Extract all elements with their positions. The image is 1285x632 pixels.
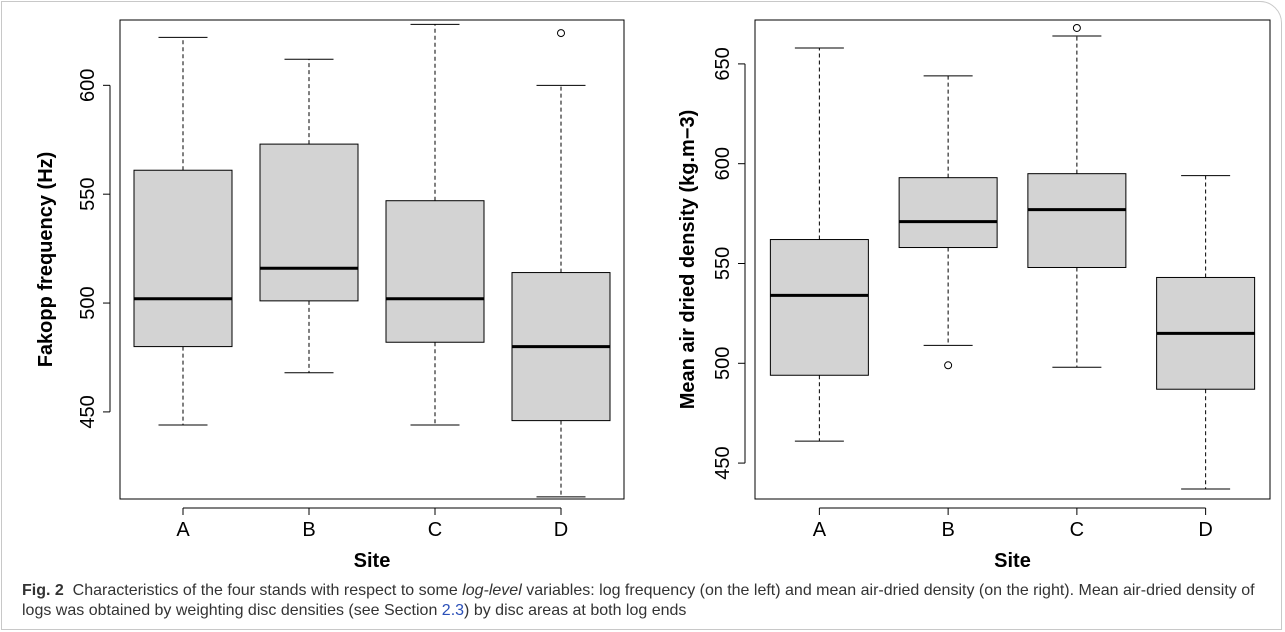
iqr-box xyxy=(898,177,998,249)
iqr-box xyxy=(133,169,233,348)
y-tick-label: 600 xyxy=(712,147,734,180)
y-tick-label: 450 xyxy=(712,446,734,479)
y-tick-label: 600 xyxy=(77,69,99,102)
x-tick-label: A xyxy=(813,519,827,541)
box-site-a xyxy=(133,36,233,426)
boxplot-fakopp-frequency: 450 500 550 600 A B C D Fakopp frequency (Hz) S… xyxy=(35,19,625,572)
box-site-d xyxy=(511,29,611,498)
y-tick-label: 500 xyxy=(77,286,99,319)
iqr-box xyxy=(385,200,485,343)
box-site-c xyxy=(385,23,485,426)
caption-label: Fig. 2 xyxy=(22,582,64,599)
x-tick-label: B xyxy=(302,519,315,541)
section-link[interactable]: 2.3 xyxy=(441,602,465,619)
caption-text-1: Characteristics of the four stands with … xyxy=(72,582,463,599)
x-tick-label: A xyxy=(176,519,190,541)
x-axis-label: Site xyxy=(354,550,391,572)
x-tick-label: C xyxy=(1070,519,1084,541)
iqr-box xyxy=(1027,173,1127,268)
box-site-b xyxy=(898,75,998,370)
caption-text-2: variables: log frequency (on the left) a… xyxy=(22,582,1255,619)
plot-frame xyxy=(754,19,1271,500)
box-site-a xyxy=(769,47,869,442)
box-site-c xyxy=(1027,23,1127,368)
y-tick-label: 550 xyxy=(712,247,734,280)
x-axis-label: Site xyxy=(994,550,1031,572)
caption-text-3: ) by disc areas at both log ends xyxy=(464,602,687,619)
x-tick-label: D xyxy=(554,519,568,541)
caption-italic: log-level xyxy=(462,582,522,599)
outlier-point xyxy=(1072,23,1081,32)
y-tick-label: 550 xyxy=(77,177,99,210)
plot-frame xyxy=(119,19,625,500)
x-tick-label: D xyxy=(1198,519,1212,541)
box-site-b xyxy=(259,58,359,374)
box-site-d xyxy=(1156,175,1256,490)
iqr-box xyxy=(769,239,869,376)
x-tick-label: B xyxy=(941,519,954,541)
figure-caption: Fig. 2 Characteristics of the four stand… xyxy=(22,581,1272,621)
y-tick-label: 650 xyxy=(712,47,734,80)
outlier-point xyxy=(557,29,565,38)
y-axis-label: Mean air dried density (kg.m−3) xyxy=(677,110,699,410)
iqr-box xyxy=(259,143,359,302)
y-axis-label: Fakopp frequency (Hz) xyxy=(35,152,57,368)
boxplot-air-dried-density: 450 500 550 600 650 A B C D Mean air dried densi… xyxy=(677,19,1271,572)
outlier-point xyxy=(944,361,953,370)
x-tick-label: C xyxy=(428,519,442,541)
y-tick-label: 450 xyxy=(77,395,99,428)
y-tick-label: 500 xyxy=(712,347,734,380)
